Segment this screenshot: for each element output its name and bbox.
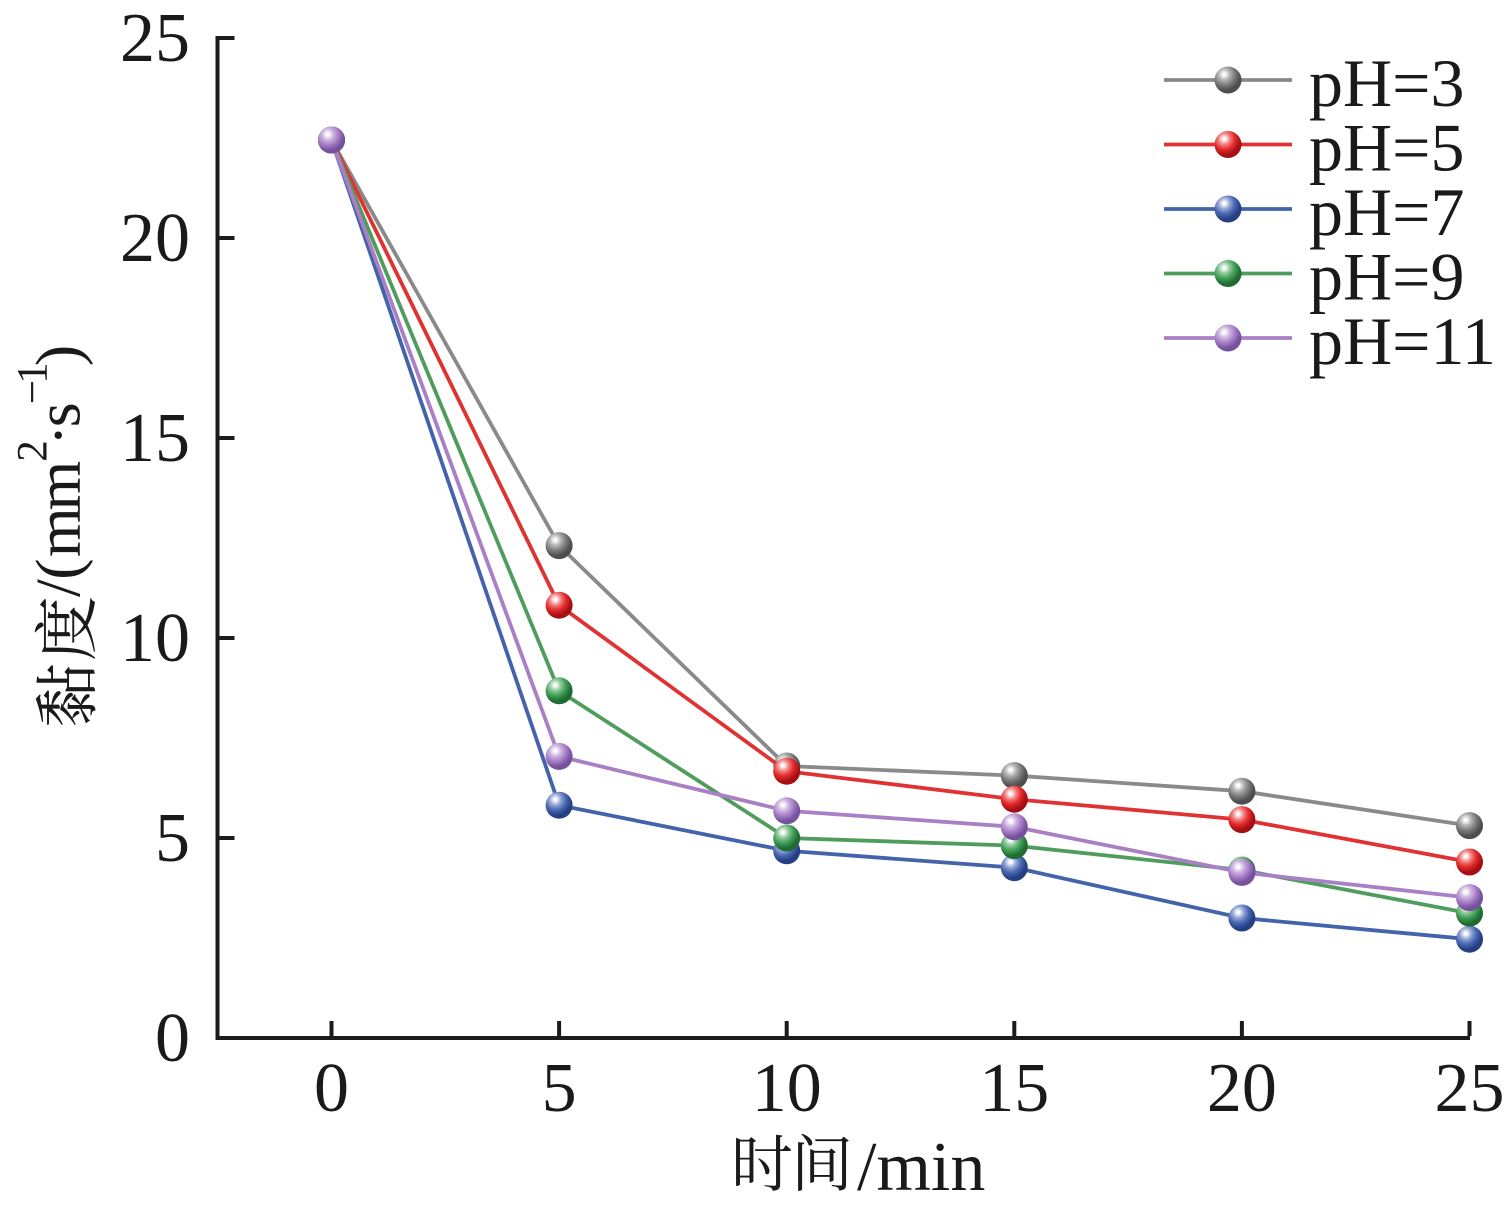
svg-text:5: 5 xyxy=(542,1050,577,1127)
svg-text:2: 2 xyxy=(10,440,57,462)
svg-text:pH=7: pH=7 xyxy=(1309,174,1464,250)
svg-text:m: m xyxy=(23,507,94,557)
svg-text:(: ( xyxy=(23,558,94,579)
svg-text:/: / xyxy=(23,579,94,597)
svg-text:5: 5 xyxy=(155,800,190,877)
svg-text:pH=3: pH=3 xyxy=(1309,45,1464,121)
svg-text:/min: /min xyxy=(857,1129,985,1206)
svg-text:): ) xyxy=(23,345,94,366)
svg-text:0: 0 xyxy=(155,1000,190,1077)
svg-text:10: 10 xyxy=(120,600,190,677)
svg-text:25: 25 xyxy=(120,0,190,77)
svg-text:20: 20 xyxy=(1207,1050,1277,1127)
svg-text:s: s xyxy=(23,402,94,427)
svg-text:pH=5: pH=5 xyxy=(1309,110,1464,186)
svg-text:10: 10 xyxy=(752,1050,822,1127)
svg-text:−: − xyxy=(10,380,57,404)
svg-text:m: m xyxy=(23,461,94,511)
svg-text:15: 15 xyxy=(979,1050,1049,1127)
svg-text:15: 15 xyxy=(120,400,190,477)
svg-text:pH=9: pH=9 xyxy=(1309,239,1464,315)
svg-text:pH=11: pH=11 xyxy=(1309,303,1496,379)
svg-text:0: 0 xyxy=(314,1050,349,1127)
svg-text:1: 1 xyxy=(10,362,57,384)
svg-text:20: 20 xyxy=(120,200,190,277)
svg-text:·: · xyxy=(23,425,94,446)
svg-text:25: 25 xyxy=(1435,1050,1505,1127)
